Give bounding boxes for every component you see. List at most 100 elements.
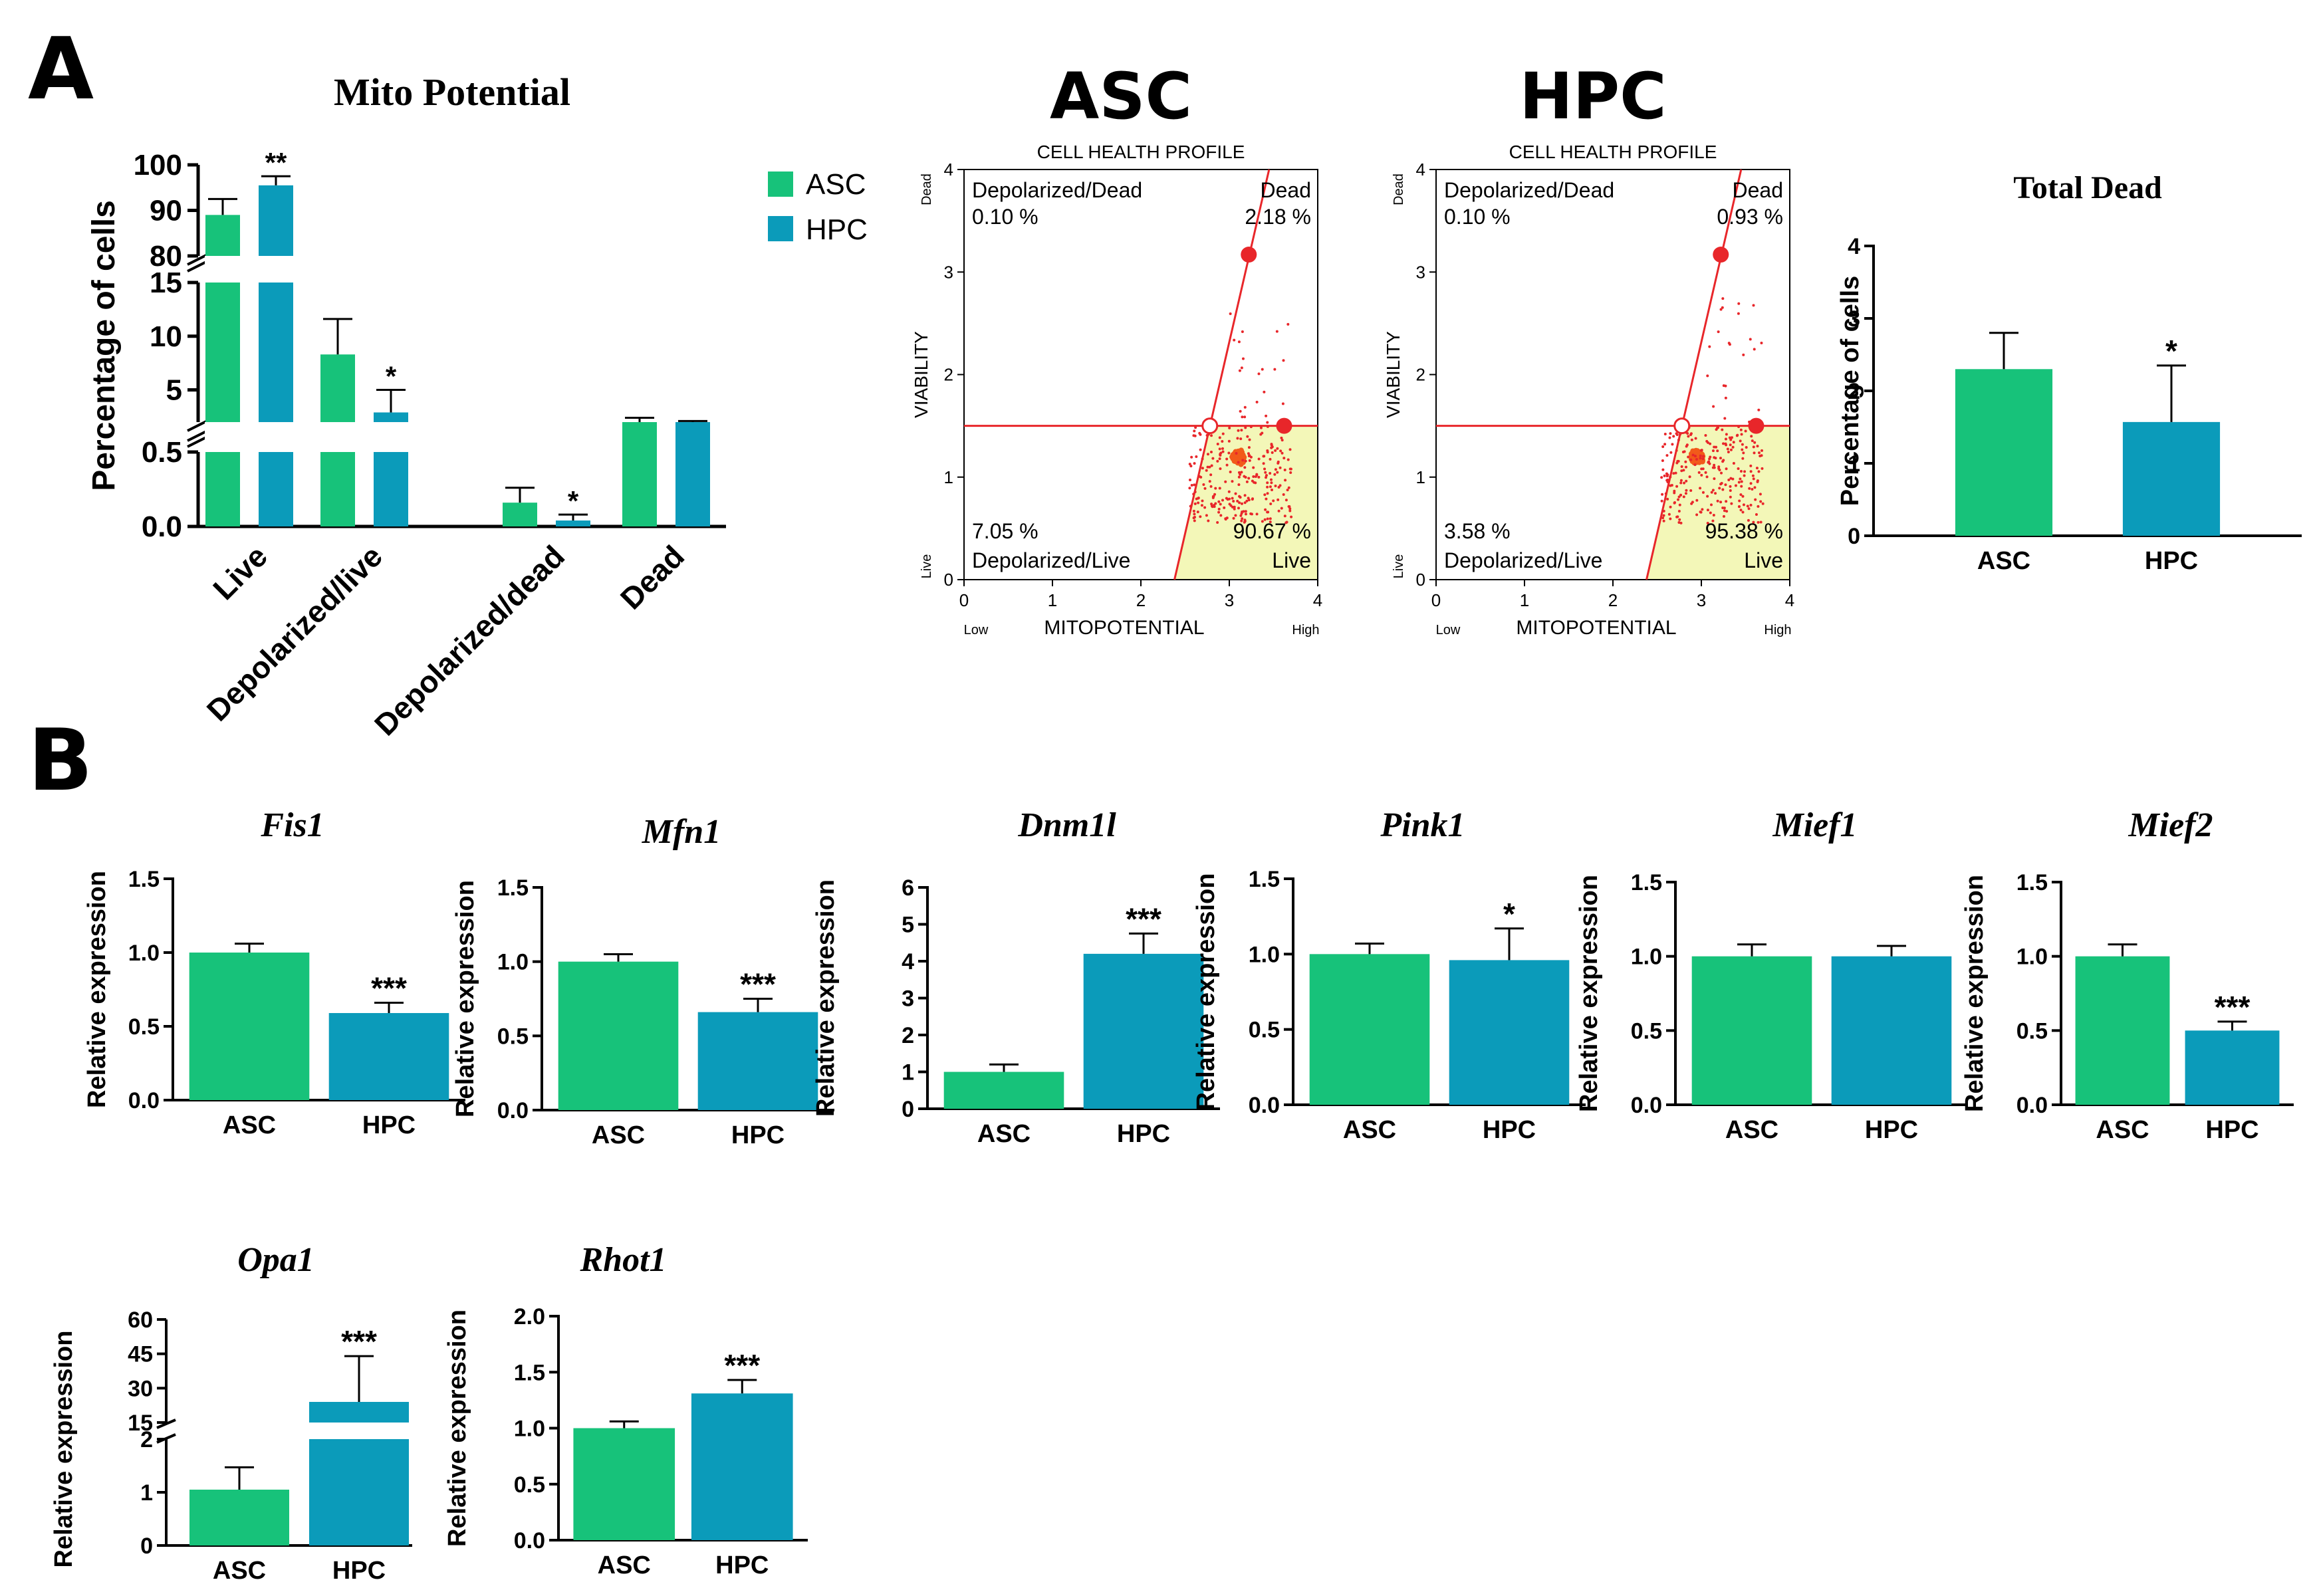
event-dot bbox=[1226, 498, 1229, 501]
chart-title: Rhot1 bbox=[579, 1241, 666, 1279]
event-dot bbox=[1261, 520, 1264, 523]
event-dot bbox=[1199, 448, 1202, 451]
event-dot bbox=[1240, 471, 1243, 474]
event-dot bbox=[1213, 505, 1216, 509]
event-dot bbox=[1193, 483, 1196, 487]
event-dot bbox=[1282, 359, 1285, 362]
event-dot bbox=[1661, 516, 1665, 520]
event-dot bbox=[1740, 480, 1743, 483]
x-tick-label: HPC bbox=[715, 1551, 769, 1579]
bar-asc bbox=[558, 961, 679, 1110]
event-dot bbox=[1270, 481, 1273, 485]
x-tick-label: HPC bbox=[1865, 1116, 1918, 1144]
event-dot bbox=[1711, 489, 1715, 492]
y-tick-label: 100 bbox=[134, 149, 182, 181]
x-tick-label: 1 bbox=[1520, 590, 1529, 610]
x-tick-label: 0 bbox=[959, 590, 969, 610]
y-tick-label: 4 bbox=[944, 160, 953, 179]
event-dot bbox=[1266, 492, 1269, 495]
event-dot bbox=[1266, 451, 1269, 454]
event-dot bbox=[1238, 369, 1241, 372]
event-dot bbox=[1693, 463, 1697, 467]
event-dot bbox=[1280, 451, 1284, 455]
bar-hpc bbox=[691, 1393, 793, 1540]
event-dot bbox=[1684, 465, 1687, 469]
event-dot bbox=[1221, 447, 1224, 450]
event-dot bbox=[1729, 443, 1732, 447]
event-dot bbox=[1709, 511, 1712, 514]
event-dot bbox=[1694, 455, 1697, 458]
event-dot bbox=[1195, 455, 1198, 459]
event-dot bbox=[1269, 457, 1272, 461]
event-dot bbox=[1708, 462, 1711, 465]
significance-label: *** bbox=[371, 970, 407, 1005]
event-dot bbox=[1753, 348, 1756, 351]
event-dot bbox=[1724, 396, 1727, 399]
event-dot bbox=[1247, 477, 1251, 480]
event-dot bbox=[1239, 437, 1243, 441]
event-dot bbox=[1251, 497, 1255, 501]
bar-hpc-0 bbox=[259, 185, 293, 526]
event-dot bbox=[1687, 455, 1690, 459]
event-dot bbox=[1721, 306, 1724, 309]
event-dot bbox=[1249, 455, 1253, 459]
event-dot bbox=[1728, 436, 1731, 439]
event-dot bbox=[1208, 465, 1211, 469]
event-dot bbox=[1755, 513, 1758, 516]
event-dot bbox=[1673, 491, 1676, 495]
event-dot bbox=[1710, 503, 1713, 507]
y-axis-label: VIABILITY bbox=[1383, 331, 1403, 418]
event-dot bbox=[1229, 470, 1232, 473]
event-dot bbox=[1197, 497, 1200, 500]
event-dot bbox=[1725, 467, 1728, 471]
event-dot bbox=[1196, 511, 1199, 514]
event-dot bbox=[1747, 507, 1751, 511]
event-dot bbox=[1687, 435, 1690, 438]
y-axis-label: VIABILITY bbox=[911, 331, 931, 418]
event-dot bbox=[1237, 461, 1240, 464]
x-tick-label: ASC bbox=[1343, 1116, 1396, 1144]
event-dot bbox=[1719, 457, 1722, 460]
significance-label: *** bbox=[2215, 990, 2251, 1024]
event-dot bbox=[1243, 520, 1247, 523]
event-dot bbox=[1219, 453, 1222, 457]
event-dot bbox=[1699, 457, 1702, 460]
event-dot bbox=[1677, 495, 1681, 499]
event-dot bbox=[1193, 502, 1197, 505]
x-tick-label: Live bbox=[206, 538, 274, 606]
event-dot bbox=[1670, 483, 1673, 487]
event-dot bbox=[1726, 447, 1729, 451]
event-dot bbox=[1209, 473, 1213, 477]
quadrant-label: Live bbox=[1272, 548, 1311, 572]
y-axis-label: Relative expression bbox=[50, 1331, 78, 1568]
event-dot bbox=[1224, 480, 1227, 483]
quadrant-value: 7.05 % bbox=[972, 519, 1038, 543]
event-dot bbox=[1280, 439, 1284, 442]
event-dot bbox=[1247, 446, 1251, 449]
event-dot bbox=[1741, 448, 1744, 451]
event-dot bbox=[1673, 489, 1676, 493]
event-dot bbox=[1731, 445, 1735, 449]
event-dot bbox=[1661, 468, 1665, 471]
x-tick-label: HPC bbox=[2205, 1116, 2258, 1144]
event-dot bbox=[1289, 471, 1292, 475]
axis-break-gap bbox=[373, 422, 409, 452]
event-dot bbox=[1713, 477, 1716, 481]
event-dot bbox=[1237, 475, 1241, 479]
event-dot bbox=[1669, 517, 1672, 520]
event-dot bbox=[1243, 415, 1247, 419]
event-dot bbox=[1219, 467, 1222, 471]
quadrant-value: 0.10 % bbox=[1444, 205, 1511, 229]
event-dot bbox=[1197, 501, 1200, 505]
x-tick-label: 4 bbox=[1313, 590, 1322, 610]
event-dot bbox=[1712, 405, 1715, 408]
mitopotential-gate-line bbox=[1645, 169, 1743, 580]
live-quadrant-shading bbox=[1646, 425, 1790, 580]
y-axis-label: Relative expression bbox=[1192, 873, 1220, 1111]
x-tick-label: 3 bbox=[1225, 590, 1234, 610]
event-dot bbox=[1714, 457, 1717, 460]
event-dot bbox=[1725, 500, 1728, 503]
event-dot bbox=[1752, 477, 1755, 481]
event-dot bbox=[1700, 449, 1703, 452]
x-tick-label: ASC bbox=[1725, 1116, 1778, 1144]
